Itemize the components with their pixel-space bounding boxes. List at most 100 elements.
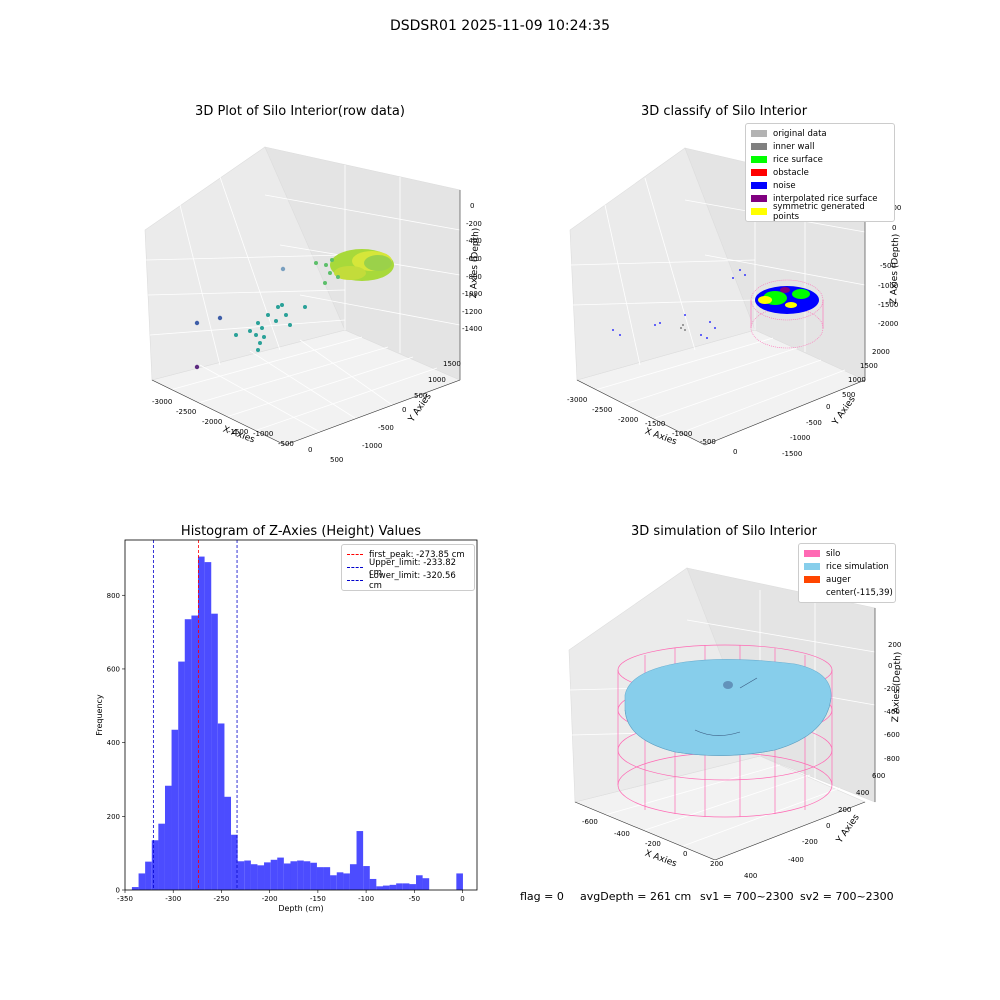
hist-bar (184, 619, 192, 890)
cls-ztick: -1500 (878, 301, 899, 309)
cls-ytick: 1500 (860, 362, 878, 370)
legend-swatch (751, 169, 767, 176)
status-avg-depth: avgDepth = 261 cm (580, 890, 692, 903)
raw-ytick: -500 (378, 424, 394, 432)
sim-legend: silo rice simulation auger center(-115,3… (798, 543, 896, 603)
hist-bar (257, 865, 265, 890)
cls-xtick: -1000 (672, 430, 693, 438)
hist-xtick-label: -350 (117, 895, 133, 903)
raw-ztick: -400 (466, 237, 482, 245)
hist-bar (336, 872, 344, 890)
cls-xtick: -1500 (645, 420, 666, 428)
sim-ztick: -800 (884, 755, 900, 763)
hist-bar (382, 885, 390, 890)
cls-ztick: -500 (880, 262, 896, 270)
hist-ylabel: Frequency (95, 694, 104, 736)
hist-bar (290, 861, 298, 890)
legend-line (347, 554, 363, 555)
hist-bar (151, 840, 159, 890)
raw-ztick: -200 (466, 220, 482, 228)
sim-xtick: -600 (582, 818, 598, 826)
cls-xtick: -3000 (567, 396, 588, 404)
raw-xtick: 0 (308, 446, 313, 454)
legend-swatch (804, 589, 820, 596)
cls-ytick: 0 (826, 403, 831, 411)
legend-entry: first_peak: -273.85 cm (347, 548, 469, 561)
panel-sim-title: 3D simulation of Silo Interior (631, 524, 817, 539)
hist-xtick-label: -300 (165, 895, 181, 903)
hist-xtick-label: -50 (409, 895, 420, 903)
hist-bar (164, 785, 172, 890)
sim-xtick: 0 (683, 850, 688, 858)
hist-bar (158, 823, 165, 890)
hist-bar (316, 867, 324, 890)
status-sv2: sv2 = 700~2300 (800, 890, 894, 903)
sim-ztick: 200 (888, 641, 902, 649)
hist-bar (369, 878, 377, 890)
hist-bar (270, 859, 278, 890)
hist-bar (330, 875, 337, 890)
raw-xtick: -1000 (253, 430, 274, 438)
hist-bar (231, 834, 238, 890)
raw-ztick: -1200 (462, 308, 483, 316)
hist-xtick-label: -250 (213, 895, 229, 903)
hist-legend: first_peak: -273.85 cm Upper_limit: -233… (341, 544, 475, 591)
hist-bar (244, 860, 251, 890)
legend-entry: center(-115,39) (804, 586, 893, 599)
hist-bar (138, 873, 146, 890)
raw-ztick: -600 (466, 255, 482, 263)
legend-entry: inner wall (751, 140, 889, 153)
cls-ytick: -1000 (790, 434, 811, 442)
sim-ytick: 600 (872, 772, 886, 780)
raw-ytick: 0 (402, 406, 407, 414)
raw-ztick: -800 (466, 273, 482, 281)
hist-ytick-label: 600 (107, 665, 120, 673)
hist-bar (197, 556, 205, 890)
legend-entry: original data (751, 127, 889, 140)
legend-swatch (751, 130, 767, 137)
raw-ytick: 500 (414, 392, 428, 400)
raw-ztick: -1000 (462, 290, 483, 298)
hist-bar (264, 862, 271, 890)
cls-ytick: 1000 (848, 376, 866, 384)
raw-xtick: -1500 (228, 428, 249, 436)
legend-entry: rice simulation (804, 560, 890, 573)
cls-xtick: -2000 (618, 416, 639, 424)
histogram-chart: -350 -300 -250 -200 -150 -100 -50 0 0 200 400 600 8… (95, 539, 478, 913)
hist-bar (283, 863, 291, 890)
sim-ytick: 400 (856, 789, 870, 797)
panel-raw-title: 3D Plot of Silo Interior(row data) (195, 104, 405, 119)
hist-bar (237, 861, 245, 890)
legend-swatch (751, 182, 767, 189)
legend-entry: auger (804, 573, 890, 586)
legend-swatch (751, 156, 767, 163)
hist-bar (303, 861, 311, 890)
hist-bar (456, 873, 463, 890)
hist-bar (191, 615, 199, 890)
sim-ytick: 200 (838, 806, 852, 814)
sim-ztick: -600 (884, 731, 900, 739)
legend-swatch (751, 143, 767, 150)
hist-bar (131, 887, 139, 890)
status-flag: flag = 0 (520, 890, 564, 903)
legend-swatch (751, 208, 767, 215)
raw-ztick: -1400 (462, 325, 483, 333)
raw-xtick: -3000 (152, 398, 173, 406)
legend-swatch (804, 563, 820, 570)
classify-legend: original data inner wall rice surface ob… (745, 123, 895, 222)
hist-xtick-label: -150 (310, 895, 326, 903)
sim-xtick: -200 (645, 840, 661, 848)
hist-bar (323, 867, 331, 890)
sim-ytick: 0 (826, 822, 831, 830)
hist-xtick-label: 0 (460, 895, 464, 903)
raw-ytick: 1000 (428, 376, 446, 384)
legend-swatch (751, 195, 767, 202)
hist-bar (145, 861, 152, 890)
raw-xtick: -500 (278, 440, 294, 448)
hist-ytick-label: 0 (116, 887, 120, 895)
sim-xtick: -400 (614, 830, 630, 838)
cls-ztick: 0 (892, 224, 897, 232)
sim-ytick: -200 (802, 838, 818, 846)
legend-entry: interpolated rice surface (751, 192, 889, 205)
panel-hist-title: Histogram of Z-Axies (Height) Values (180, 524, 422, 539)
